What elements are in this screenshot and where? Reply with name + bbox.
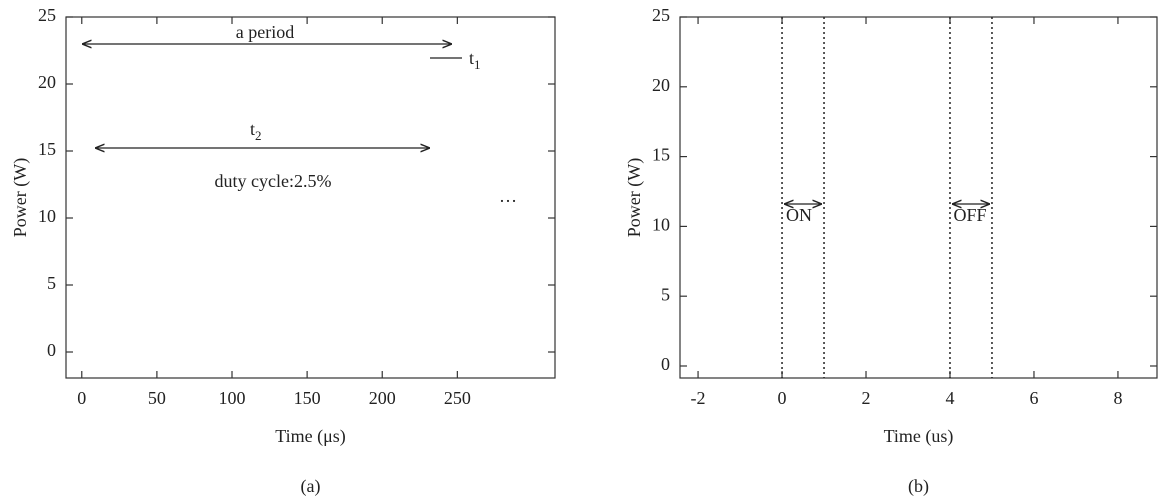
y-axis-title: Power (W) [10, 158, 31, 237]
annotation-text: t [250, 119, 255, 139]
y-tick-label: 10 [652, 215, 670, 235]
annotation-subscript: 1 [474, 57, 481, 72]
annotation: … [499, 186, 517, 206]
y-tick-label: 25 [38, 5, 56, 25]
annotation: OFF [953, 205, 986, 225]
x-tick-label: 150 [294, 388, 321, 408]
annotation: t1 [469, 48, 481, 72]
x-tick-label: 100 [219, 388, 246, 408]
annotation-text: t [469, 48, 474, 68]
y-axis-title: Power (W) [624, 158, 645, 237]
x-tick-label: 50 [148, 388, 166, 408]
annotation: duty cycle:2.5% [215, 171, 332, 191]
x-tick-label: 4 [945, 388, 954, 408]
annotation-text: OFF [953, 205, 986, 225]
x-tick-label: 6 [1029, 388, 1038, 408]
x-tick-label: -2 [691, 388, 706, 408]
plot-frame [65, 16, 556, 379]
y-tick-label: 0 [661, 354, 670, 374]
y-tick-label: 20 [652, 75, 670, 95]
x-tick-label: 2 [862, 388, 871, 408]
annotation-text: a period [236, 22, 294, 42]
annotation-text: ON [786, 205, 812, 225]
x-tick-label: 0 [77, 388, 86, 408]
x-axis-title: Time (us) [884, 426, 954, 447]
annotation: a period [236, 22, 294, 42]
y-tick-label: 5 [47, 273, 56, 293]
x-axis-title: Time (μs) [275, 426, 346, 447]
x-tick-label: 0 [778, 388, 787, 408]
y-tick-label: 5 [661, 284, 670, 304]
y-tick-label: 15 [38, 139, 56, 159]
x-tick-label: 200 [369, 388, 396, 408]
annotation: t2 [250, 119, 262, 143]
annotation-text: duty cycle:2.5% [215, 171, 332, 191]
annotation: ON [786, 205, 812, 225]
y-tick-label: 10 [38, 206, 56, 226]
x-tick-label: 8 [1113, 388, 1122, 408]
y-tick-label: 0 [47, 340, 56, 360]
annotation-subscript: 2 [255, 128, 262, 143]
x-tick-label: 250 [444, 388, 471, 408]
y-tick-label: 20 [38, 72, 56, 92]
annotation-text: … [499, 186, 517, 206]
panel-caption: (b) [908, 476, 929, 497]
panel-caption: (a) [301, 476, 321, 497]
y-tick-label: 25 [652, 5, 670, 25]
plot-frame [679, 16, 1158, 379]
y-tick-label: 15 [652, 145, 670, 165]
